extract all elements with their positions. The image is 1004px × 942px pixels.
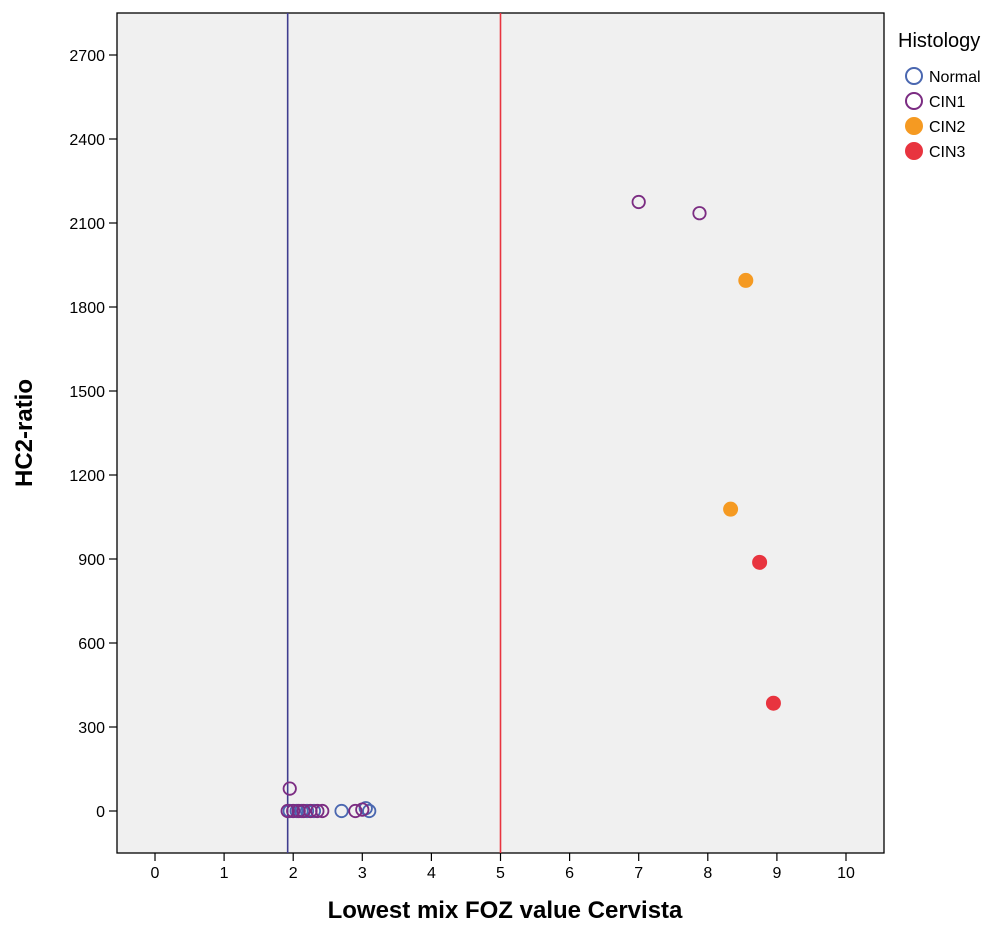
y-tick-label: 900 (78, 552, 105, 569)
x-tick-label: 0 (151, 865, 160, 882)
x-tick-label: 4 (427, 865, 436, 882)
data-point-cin1 (286, 803, 301, 819)
x-axis: 0 1 2 3 4 5 6 7 8 9 10 (151, 853, 855, 882)
data-point-normal (334, 803, 349, 819)
data-point-normal (362, 803, 377, 819)
x-axis-title: Lowest mix FOZ value Cervista (328, 897, 683, 924)
y-tick-label: 0 (96, 804, 105, 821)
data-point-cin1 (631, 194, 646, 210)
x-tick-label: 7 (634, 865, 643, 882)
legend-marker-cin2 (905, 117, 923, 135)
x-tick-label: 6 (565, 865, 574, 882)
data-point-cin1 (315, 803, 330, 819)
legend-label-cin3: CIN3 (929, 144, 966, 161)
data-point-cin2 (738, 272, 754, 288)
legend-label-cin2: CIN2 (929, 119, 966, 136)
y-tick-label: 1500 (69, 384, 105, 401)
y-tick-label: 600 (78, 636, 105, 653)
reference-lines (286, 13, 502, 853)
data-point-cin1 (280, 803, 295, 819)
y-tick-label: 2700 (69, 48, 105, 65)
data-point-cin3 (752, 554, 768, 570)
data-point-cin1 (692, 206, 707, 221)
x-tick-label: 2 (289, 865, 298, 882)
data-points (280, 194, 781, 819)
legend-label-cin1: CIN1 (929, 94, 966, 111)
legend-marker-cin1 (905, 92, 923, 110)
x-tick-label: 1 (220, 865, 229, 882)
y-tick-label: 300 (78, 720, 105, 737)
x-tick-label: 8 (703, 865, 712, 882)
legend-title: Histology (898, 30, 980, 52)
legend-marker-normal (905, 67, 923, 85)
y-tick-label: 1200 (69, 468, 105, 485)
data-point-cin1 (282, 781, 297, 796)
y-axis-title: HC2-ratio (11, 379, 38, 487)
x-tick-label: 5 (496, 865, 505, 882)
y-tick-label: 1800 (69, 300, 105, 317)
x-tick-label: 9 (772, 865, 781, 882)
data-point-cin3 (765, 695, 781, 711)
data-point-cin1 (355, 802, 370, 817)
y-tick-label: 2400 (69, 132, 105, 149)
x-tick-label: 3 (358, 865, 367, 882)
data-point-cin1 (348, 803, 363, 819)
data-point-cin2 (723, 501, 739, 517)
y-tick-label: 2100 (69, 216, 105, 233)
y-axis: 0 300 600 900 1200 1500 1800 2100 2400 2700 (69, 48, 117, 821)
data-point-cin1 (296, 803, 311, 819)
legend: Histology Normal CIN1 CIN2 CIN3 (898, 30, 981, 161)
legend-marker-cin3 (905, 142, 923, 160)
legend-label-normal: Normal (929, 69, 981, 86)
x-tick-label: 10 (837, 865, 855, 882)
data-point-cin1 (310, 803, 325, 819)
